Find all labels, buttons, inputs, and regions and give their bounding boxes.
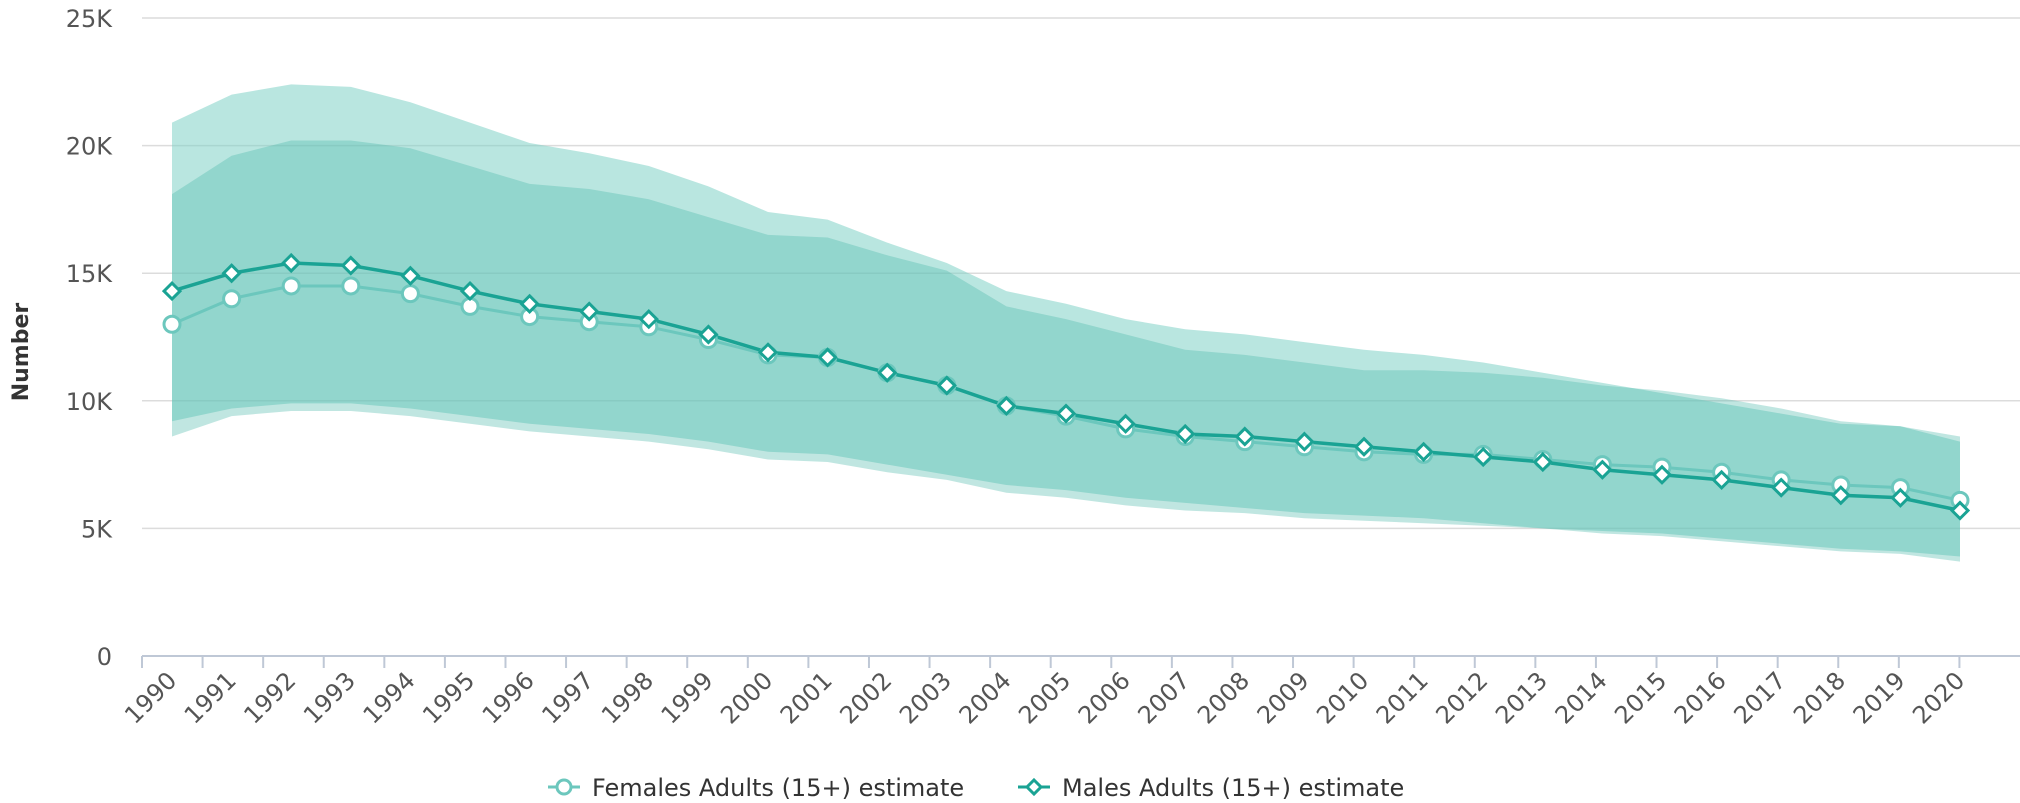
marker-females [162,314,182,334]
x-tick-label: 2002 [834,666,897,729]
x-tick-label: 2018 [1788,666,1851,729]
band-females [172,84,1960,557]
x-tick-label: 1992 [238,666,301,729]
marker-males [1771,477,1792,498]
marker-males [698,324,719,345]
legend-label-females: Females Adults (15+) estimate [592,774,964,802]
confidence-bands [172,84,1960,562]
marker-males [1175,423,1196,445]
marker-females [341,276,361,296]
x-tick-label: 2003 [894,666,957,729]
y-tick-label: 5K [81,515,113,543]
y-tick-label: 10K [66,388,114,416]
marker-males [1115,413,1136,434]
x-tick-label: 1999 [656,666,719,729]
x-tick-label: 2019 [1848,666,1911,729]
marker-males [1294,431,1315,452]
legend-marker-males [1024,777,1044,797]
marker-males [161,280,183,302]
marker-males [1830,485,1851,506]
x-tick-label: 1990 [119,666,182,729]
marker-males [281,252,302,274]
x-tick-label: 2001 [775,666,838,729]
x-tick-label: 1995 [417,666,480,729]
x-tick-label: 2008 [1192,666,1255,729]
marker-males [1890,487,1911,508]
series-markers [161,252,1971,521]
legend-item-males: Males Adults (15+) estimate [1018,774,1404,802]
x-tick-label: 1997 [536,666,599,729]
x-tick-label: 2015 [1609,666,1672,729]
marker-females [281,276,301,296]
y-tick-label: 20K [66,133,114,161]
marker-males [1413,441,1434,462]
y-tick-label: 25K [66,5,114,33]
marker-males [400,265,421,286]
legend: Females Adults (15+) estimate Males Adult… [548,774,1404,802]
y-tick-label: 15K [66,260,114,288]
marker-males [1592,459,1613,480]
marker-males [1949,500,1971,521]
x-tick-label: 2005 [1013,666,1076,729]
marker-males [340,255,361,276]
marker-males [1711,469,1732,491]
marker-males [1234,426,1255,447]
marker-males [757,342,779,363]
legend-label-males: Males Adults (15+) estimate [1062,774,1404,802]
marker-females [222,289,242,309]
x-tick-label: 2017 [1728,666,1791,729]
x-tick-label: 2010 [1311,666,1374,729]
x-tick-label: 1996 [477,666,540,729]
x-tick-label: 2000 [715,666,778,729]
marker-males [1473,446,1494,468]
x-tick-label: 1993 [298,666,361,729]
marker-males [817,347,838,368]
x-tick-label: 2020 [1907,666,1970,729]
x-tick-label: 2014 [1550,666,1613,729]
x-tick-label: 2007 [1132,666,1195,729]
x-tick-label: 1998 [596,666,659,729]
x-tick-label: 2006 [1073,666,1136,729]
x-tick-label: 1994 [358,666,421,729]
marker-males [519,293,540,314]
marker-males [877,362,898,383]
marker-males [459,280,481,302]
marker-males [638,309,659,330]
x-tick-label: 1991 [179,666,242,729]
marker-males [1651,464,1673,485]
x-tick-label: 2013 [1490,666,1553,729]
marker-males [1532,451,1553,473]
marker-males [579,301,600,322]
y-axis-title: Number [9,303,34,402]
marker-females [400,284,420,304]
x-tick-label: 2016 [1669,666,1732,729]
x-tick-label: 2009 [1252,666,1315,729]
band-males [172,140,1960,562]
marker-males [996,395,1017,417]
marker-males [1353,436,1375,457]
x-tick-label: 2004 [954,666,1017,729]
x-tick-label: 2012 [1430,666,1493,729]
marker-males [221,263,242,284]
legend-marker-females [555,778,573,796]
legend-item-females: Females Adults (15+) estimate [548,774,964,802]
marker-males [1055,403,1077,424]
y-tick-label: 0 [97,643,112,671]
marker-males [936,375,957,396]
x-tick-label: 2011 [1371,666,1434,729]
